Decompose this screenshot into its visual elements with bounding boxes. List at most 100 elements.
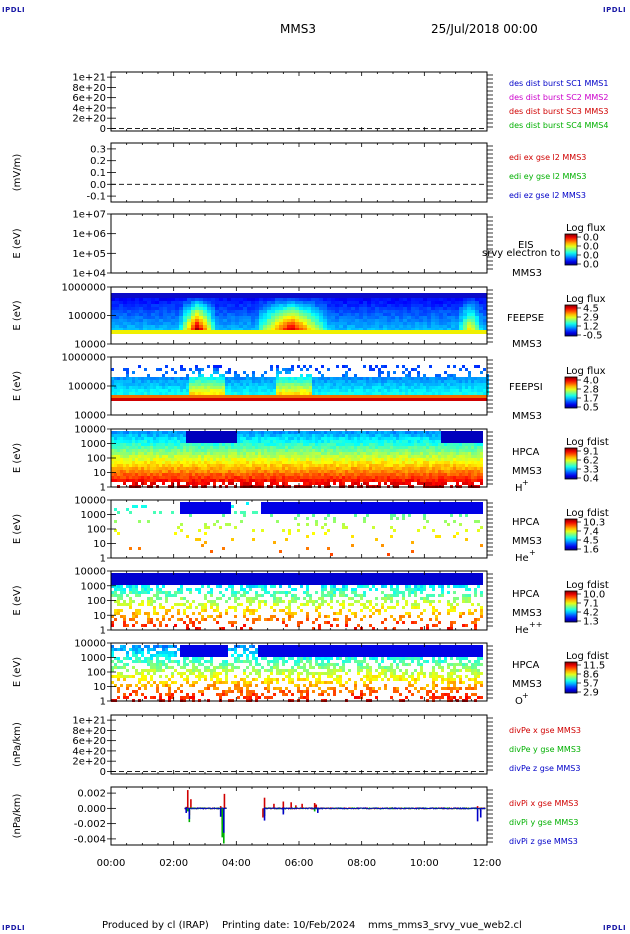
panel-frame — [110, 213, 488, 274]
y-tick-label: 1000000 — [61, 283, 106, 294]
y-axis-label: (nPa/km) — [12, 794, 23, 839]
y-tick-label: 10000 — [74, 340, 106, 351]
spacecraft-label: MMS3 — [512, 339, 542, 350]
y-tick-label: 1000 — [81, 653, 106, 664]
instrument-label: EIS — [518, 240, 534, 251]
instrument-label: HPCA — [512, 589, 540, 600]
y-axis-label: E (eV) — [12, 228, 23, 258]
y-tick-label: 100 — [87, 668, 106, 679]
colorbar-tick-label: 4.5 — [583, 304, 599, 315]
colorbar-tick-label: 1.6 — [583, 545, 599, 556]
y-tick-label: 1e+05 — [72, 249, 106, 260]
colorbar-tick-label: 6.2 — [583, 456, 599, 467]
y-tick-label: 1 — [100, 483, 106, 494]
colorbar — [564, 590, 578, 623]
y-tick-label: 10000 — [74, 411, 106, 422]
colorbar-tick-label: 8.6 — [583, 670, 599, 681]
y-tick-label: 8e+20 — [72, 726, 106, 737]
y-tick-label: 0.000 — [77, 804, 106, 815]
time-tick-label: 08:00 — [347, 858, 376, 869]
panel-frame — [110, 786, 488, 846]
colorbar-tick-label: 1.3 — [583, 617, 599, 628]
series-trace — [184, 806, 486, 810]
colorbar-tick-label: 4.2 — [583, 608, 599, 619]
colorbar-title: Log flux — [566, 294, 606, 305]
colorbar-title: Log fdist — [566, 437, 609, 448]
colorbar — [564, 233, 578, 266]
y-axis-label: (nPa/km) — [12, 722, 23, 767]
y-tick-label: 100000 — [68, 311, 106, 322]
colorbar-tick-label: 0.5 — [583, 403, 599, 414]
y-tick-label: 100 — [87, 596, 106, 607]
species-charge: + — [522, 691, 529, 700]
y-tick-label: 1000 — [81, 581, 106, 592]
footer-credit: Produced by cl (IRAP) — [102, 920, 209, 931]
species-charge: + — [522, 478, 529, 487]
series-legend-label: edi ey gse l2 MMS3 — [509, 172, 587, 181]
colorbar-tick-label: 0.0 — [583, 260, 599, 271]
colorbar — [564, 304, 578, 337]
panel-frame — [110, 142, 488, 203]
species-label: O — [515, 696, 523, 707]
y-tick-label: 1 — [100, 554, 106, 565]
y-tick-label: 0.1 — [90, 168, 106, 179]
species-label: H — [515, 483, 523, 494]
y-tick-label: 2e+20 — [72, 757, 106, 768]
y-axis-label: E (eV) — [12, 585, 23, 615]
species-label: He — [515, 553, 529, 564]
colorbar-tick-label: 2.9 — [583, 313, 599, 324]
colorbar-tick-label: 0.4 — [583, 474, 599, 485]
series-legend-label: des dist burst SC1 MMS1 — [509, 79, 608, 88]
y-tick-label: 0 — [100, 767, 106, 778]
colorbar-tick-label: 4.0 — [583, 376, 599, 387]
y-tick-label: 8e+20 — [72, 83, 106, 94]
spacecraft-label: MMS3 — [512, 679, 542, 690]
y-axis-label: E (eV) — [12, 371, 23, 401]
colorbar-title: Log fdist — [566, 580, 609, 591]
colorbar-tick-label: 0.0 — [583, 233, 599, 244]
spacecraft-label: MMS3 — [512, 536, 542, 547]
time-tick-label: 10:00 — [410, 858, 439, 869]
y-tick-label: 10 — [93, 682, 106, 693]
colorbar-tick-label: 7.1 — [583, 599, 599, 610]
colorbar — [564, 447, 578, 480]
y-tick-label: -0.1 — [86, 192, 106, 203]
series-legend-label: divPi x gse MMS3 — [509, 799, 578, 808]
spacecraft-label: MMS3 — [512, 608, 542, 619]
y-tick-label: 2e+20 — [72, 114, 106, 125]
y-tick-label: 1e+21 — [72, 716, 106, 727]
instrument-label: HPCA — [512, 517, 540, 528]
top-left-logo: IPDLI — [2, 6, 26, 14]
series-legend-label: divPe z gse MMS3 — [509, 764, 580, 773]
colorbar-tick-label: 5.7 — [583, 679, 599, 690]
y-axis-label: E (eV) — [12, 443, 23, 473]
colorbar-tick-label: 0.0 — [583, 251, 599, 262]
colorbar-tick-label: 9.1 — [583, 447, 599, 458]
colorbar-title: Log fdist — [566, 508, 609, 519]
y-tick-label: 10000 — [74, 425, 106, 436]
colorbar-tick-label: 7.4 — [583, 527, 599, 538]
species-label: He — [515, 625, 529, 636]
y-axis-label: E (eV) — [12, 657, 23, 687]
spacecraft-label: MMS3 — [512, 268, 542, 279]
y-tick-label: 1e+04 — [72, 269, 106, 280]
spacecraft-title: MMS3 — [280, 22, 316, 36]
y-tick-label: -0.002 — [74, 819, 106, 830]
instrument-label: HPCA — [512, 660, 540, 671]
series-legend-label: edi ex gse l2 MMS3 — [509, 153, 586, 162]
y-tick-label: 0.002 — [77, 789, 106, 800]
colorbar-tick-label: 10.0 — [583, 590, 605, 601]
y-tick-label: 1000 — [81, 510, 106, 521]
y-tick-label: 4e+20 — [72, 103, 106, 114]
colorbar — [564, 518, 578, 551]
time-tick-label: 12:00 — [473, 858, 502, 869]
colorbar-title: Log flux — [566, 366, 606, 377]
y-tick-label: 100 — [87, 454, 106, 465]
colorbar-title: Log flux — [566, 223, 606, 234]
y-tick-label: -0.004 — [74, 834, 106, 845]
top-right-logo: IPDLI — [603, 6, 627, 14]
y-tick-label: 10 — [93, 539, 106, 550]
y-tick-label: 10000 — [74, 567, 106, 578]
